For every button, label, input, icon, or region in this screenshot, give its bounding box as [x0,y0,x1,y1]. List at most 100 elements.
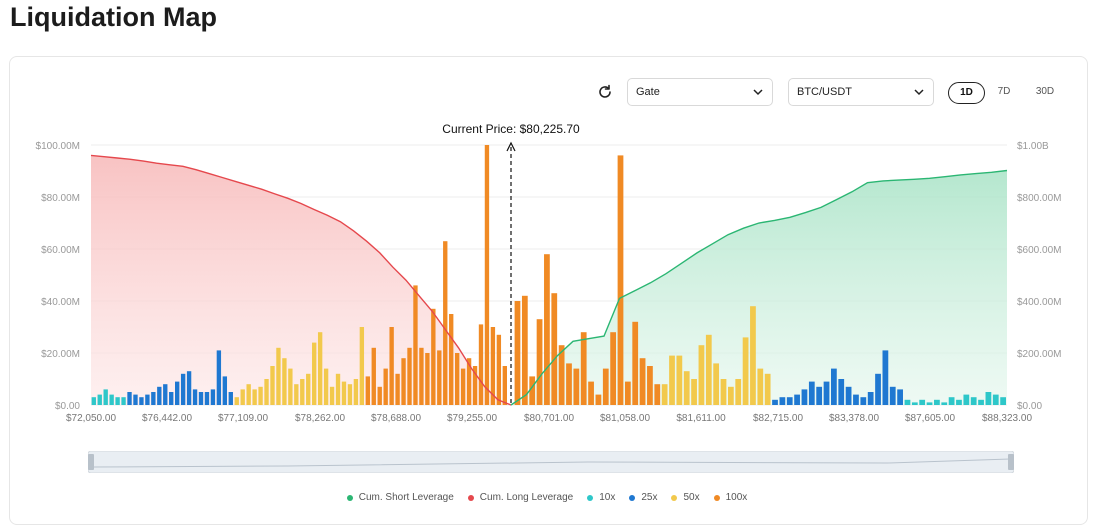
liquidation-bar [192,389,198,405]
liquidation-bar [151,392,156,405]
liquidation-bar [772,399,778,405]
legend-dot [713,494,720,501]
liquidation-bar [588,381,594,405]
liquidation-bar [963,394,970,405]
liquidation-bar [676,355,683,405]
liquidation-bar [875,373,881,405]
legend-dot [629,494,636,501]
liquidation-bar [816,386,823,405]
legend-label: Cum. Short Leverage [358,492,454,503]
x-tick-label: $76,442.00 [142,413,192,424]
liquidation-bar [282,358,287,405]
cum-long-line [90,154,512,406]
refresh-icon[interactable] [596,83,614,101]
liquidation-bar [867,392,874,405]
liquidation-bar [764,373,771,405]
x-tick-label: $79,255.00 [447,413,497,424]
liquidation-bar [992,394,999,405]
liquidation-bar [529,376,536,405]
liquidation-bar [786,397,793,405]
legend-dot [587,494,594,501]
liquidation-bar [853,394,859,405]
liquidation-bar [713,363,720,405]
liquidation-bar [210,389,216,405]
liquidation-bar [580,332,587,405]
slider-left-handle[interactable] [88,454,94,470]
liquidation-bar [389,327,394,405]
liquidation-bar [845,386,852,405]
liquidation-bar [163,384,168,405]
liquidation-bar [300,379,305,405]
liquidation-bar [258,386,263,405]
liquidation-bar [306,373,311,405]
legend-dot [346,494,353,501]
x-tick-label: $72,050.00 [66,413,116,424]
page-title: Liquidation Map [10,2,217,32]
pair-select[interactable]: BTC/USDT [788,78,934,106]
liquidation-bar [934,399,940,405]
legend-50x[interactable]: 50x [671,492,700,503]
liquidation-bar [169,392,174,405]
liquidation-bar [941,402,948,405]
liquidation-bar [186,371,192,405]
x-tick-label: $78,688.00 [371,413,421,424]
liquidation-bar [639,358,646,405]
liquidation-bar [276,347,281,405]
liquidation-bar [808,381,815,405]
liquidation-bar [978,399,984,405]
liquidation-bar [484,145,490,405]
x-tick-label: $88,323.00 [982,413,1032,424]
y-left-tick-label: $0.00 [55,401,80,412]
x-tick-label: $77,109.00 [218,413,268,424]
liquidation-bar [558,345,565,405]
liquidation-bar [779,397,786,405]
liquidation-bar [823,381,830,405]
liquidation-bar [204,392,210,405]
liquidation-bar [661,384,668,405]
liquidation-bar [897,389,903,405]
liquidation-bar [985,392,992,405]
liquidation-bar [347,384,353,405]
liquidation-bar [970,397,977,405]
liquidation-bar [794,394,800,405]
timeframe-7d-button[interactable]: 7D [997,86,1011,97]
y-left-tick-label: $20.00M [41,349,80,360]
liquidation-bar [246,384,251,405]
liquidation-bar [240,389,245,405]
y-right-tick-label: $1.00B [1017,141,1049,152]
range-slider[interactable] [88,451,1014,473]
y-left-tick-label: $40.00M [41,297,80,308]
liquidation-bar [831,368,837,405]
y-right-tick-label: $200.00M [1017,349,1061,360]
liquidation-bar [454,353,460,405]
legend-25x[interactable]: 25x [629,492,657,503]
liquidation-bar [536,319,543,405]
liquidation-bar [502,366,507,405]
x-tick-label: $81,058.00 [600,413,650,424]
liquidation-bar [956,399,962,405]
liquidation-bar [654,384,661,405]
liquidation-bar [312,342,317,405]
x-tick-label: $83,378.00 [829,413,879,424]
legend-label: 100x [725,492,748,503]
liquidation-bar [1000,397,1006,405]
legend-dot [671,494,678,501]
y-left-tick-label: $100.00M [36,141,80,152]
legend-100x[interactable]: 100x [713,492,748,503]
legend-10x[interactable]: 10x [587,492,615,503]
slider-right-handle[interactable] [1008,454,1014,470]
x-tick-label: $80,701.00 [524,413,574,424]
timeframe-30d-button[interactable]: 30D [1035,86,1055,97]
liquidation-bar [353,379,359,405]
cum-short-line [510,169,1008,406]
legend-cum-long[interactable]: Cum. Long Leverage [467,492,573,503]
exchange-select[interactable]: Gate [627,78,773,106]
cum-long-area [91,155,511,405]
liquidation-bar [948,397,955,405]
liquidation-bar [735,379,742,405]
liquidation-bar [133,394,138,405]
liquidation-bar [97,394,102,405]
timeframe-1d-button[interactable]: 1D [948,82,985,104]
liquidation-bar [683,371,690,405]
legend-cum-short[interactable]: Cum. Short Leverage [346,492,454,503]
